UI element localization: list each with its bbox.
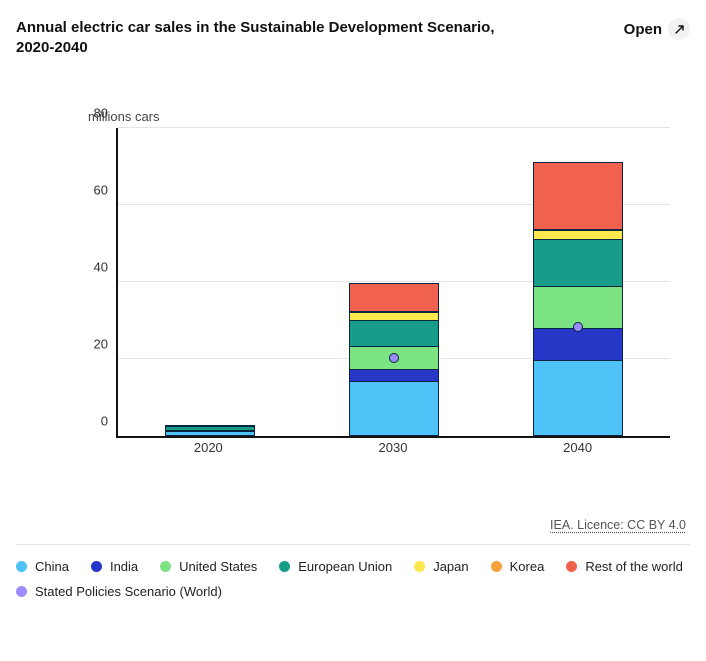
y-axis-title: millions cars — [88, 109, 690, 124]
bar-2040 — [533, 163, 623, 435]
legend-item-india[interactable]: India — [91, 559, 138, 574]
legend-swatch — [279, 561, 290, 572]
legend-swatch — [566, 561, 577, 572]
chart-area: millions cars 020406080 202020302040 — [16, 109, 690, 458]
legend-swatch — [414, 561, 425, 572]
x-tick-label: 2020 — [163, 440, 253, 460]
legend: China India United States European Union Jap… — [16, 559, 690, 599]
y-tick-label: 0 — [101, 413, 118, 428]
bar-2020 — [165, 426, 255, 435]
legend-label: Rest of the world — [585, 559, 683, 574]
segment-rotw — [349, 283, 439, 312]
marker-stated — [389, 353, 399, 363]
legend-label: Stated Policies Scenario (World) — [35, 584, 222, 599]
legend-item-china[interactable]: China — [16, 559, 69, 574]
legend-swatch — [160, 561, 171, 572]
legend-item-us[interactable]: United States — [160, 559, 257, 574]
y-tick-label: 80 — [94, 105, 118, 120]
x-tick-label: 2030 — [348, 440, 438, 460]
legend-item-eu[interactable]: European Union — [279, 559, 392, 574]
segment-china — [165, 431, 255, 436]
legend-label: China — [35, 559, 69, 574]
x-tick-label: 2040 — [533, 440, 623, 460]
segment-india — [349, 369, 439, 383]
bar-2030 — [349, 284, 439, 436]
divider — [16, 544, 690, 545]
segment-china — [533, 360, 623, 436]
legend-label: India — [110, 559, 138, 574]
legend-label: United States — [179, 559, 257, 574]
marker-stated — [573, 322, 583, 332]
segment-eu — [533, 239, 623, 287]
legend-swatch — [16, 586, 27, 597]
y-tick-label: 20 — [94, 336, 118, 351]
legend-item-japan[interactable]: Japan — [414, 559, 468, 574]
chart-title: Annual electric car sales in the Sustain… — [16, 18, 496, 59]
plot: 020406080 202020302040 — [76, 128, 670, 458]
legend-item-korea[interactable]: Korea — [491, 559, 545, 574]
legend-swatch — [491, 561, 502, 572]
segment-eu — [349, 320, 439, 347]
y-tick-label: 60 — [94, 182, 118, 197]
segment-india — [533, 328, 623, 361]
legend-label: Japan — [433, 559, 468, 574]
legend-label: Korea — [510, 559, 545, 574]
legend-label: European Union — [298, 559, 392, 574]
legend-swatch — [16, 561, 27, 572]
legend-item-stated[interactable]: Stated Policies Scenario (World) — [16, 584, 222, 599]
legend-item-rotw[interactable]: Rest of the world — [566, 559, 683, 574]
y-tick-label: 40 — [94, 259, 118, 274]
open-button[interactable]: Open — [624, 18, 690, 40]
segment-china — [349, 381, 439, 435]
legend-swatch — [91, 561, 102, 572]
segment-rotw — [533, 162, 623, 230]
open-button-label: Open — [624, 21, 662, 38]
expand-icon — [668, 18, 690, 40]
license-text[interactable]: IEA. Licence: CC BY 4.0 — [16, 518, 686, 532]
